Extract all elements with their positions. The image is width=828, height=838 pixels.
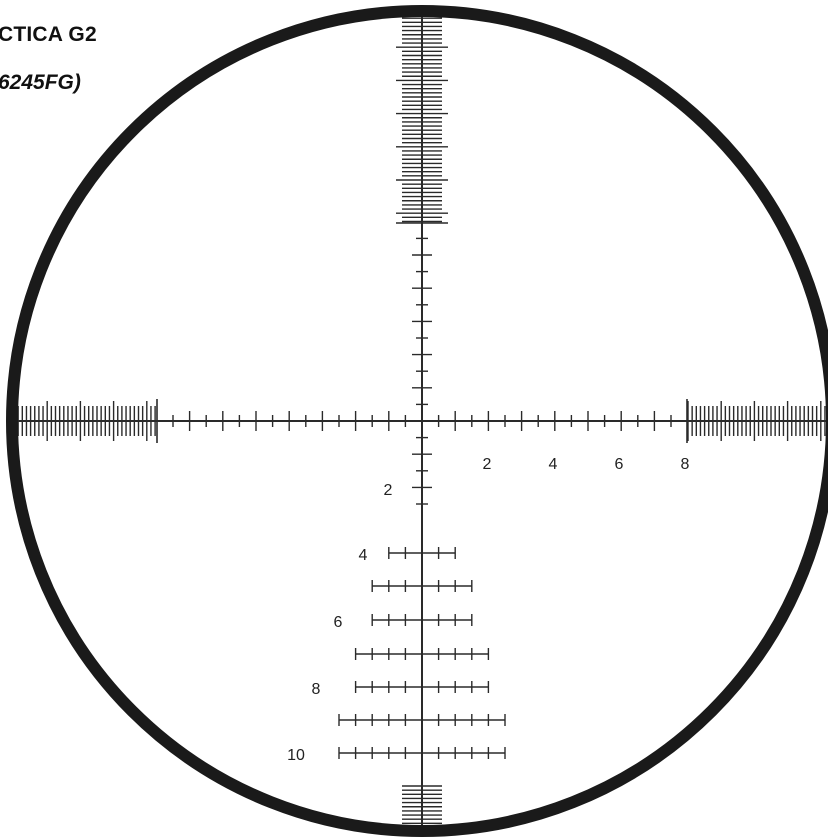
scope-ring <box>6 5 828 837</box>
horizontal-scale-label: 2 <box>483 456 492 473</box>
title-part-number: 6245FG) <box>0 71 81 94</box>
horizontal-scale-label: 6 <box>615 456 624 473</box>
vertical-scale-label: 4 <box>359 547 368 564</box>
reticle-title: CTICA G2 6245FG) <box>0 22 97 96</box>
horizontal-scale-label: 8 <box>681 456 690 473</box>
vertical-scale-label: 10 <box>287 747 305 764</box>
title-model: CTICA G2 <box>0 23 97 46</box>
vertical-scale-label: 8 <box>312 681 321 698</box>
vertical-scale-label: 2 <box>384 482 393 499</box>
vertical-scale-label: 6 <box>334 614 343 631</box>
reticle-labels: 2 4 6 8 2 4 6 8 10 <box>287 456 689 764</box>
horizontal-scale-label: 4 <box>549 456 558 473</box>
